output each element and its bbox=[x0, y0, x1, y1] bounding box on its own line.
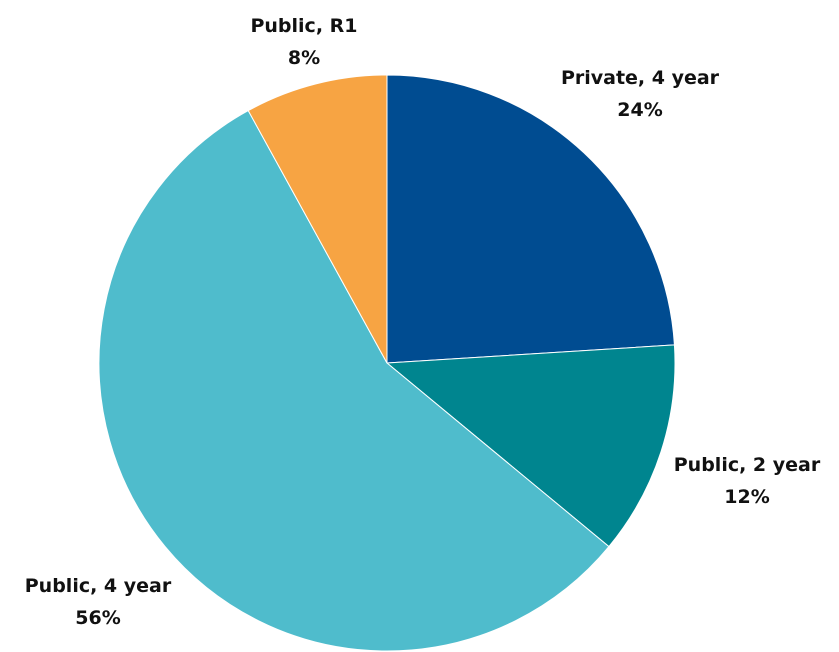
slice-label-name: Public, R1 bbox=[250, 15, 358, 37]
slice-label-percent: 56% bbox=[75, 607, 121, 629]
slice-label: Private, 4 year 24% bbox=[561, 62, 719, 126]
slice-label-name: Private, 4 year bbox=[560, 67, 720, 89]
pie-slice-public-2-year bbox=[385, 344, 676, 548]
slice-label-percent: 24% bbox=[617, 99, 663, 121]
slice-label-percent: 8% bbox=[287, 47, 321, 69]
slice-label-percent: 12% bbox=[724, 486, 770, 508]
pie-slice-public-r1 bbox=[247, 74, 388, 364]
pie-slice-private-4-year bbox=[386, 74, 675, 364]
slice-label: Public, 2 year 12% bbox=[674, 449, 820, 513]
pie-slice-public-4-year bbox=[98, 109, 610, 652]
slice-label: Public, 4 year 56% bbox=[25, 570, 171, 634]
slice-label-name: Public, 4 year bbox=[24, 575, 172, 597]
slice-label: Public, R1 8% bbox=[250, 10, 357, 74]
slice-label-name: Public, 2 year bbox=[673, 454, 821, 476]
